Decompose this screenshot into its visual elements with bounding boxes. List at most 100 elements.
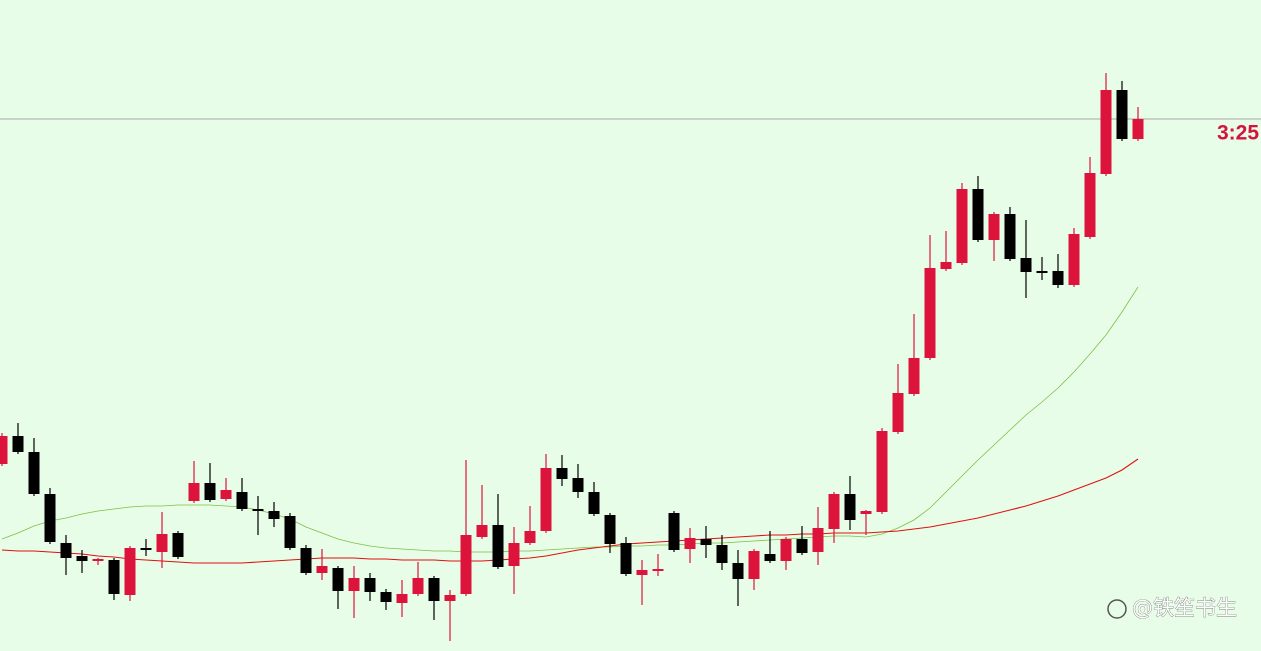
candle [972,176,984,242]
candle-body [364,578,376,592]
candle [92,558,104,565]
candle [428,576,440,620]
candle [44,488,56,544]
candle [1052,254,1064,288]
candle-body [492,525,504,567]
candle-body [572,478,584,492]
candle [28,438,40,496]
candle-body [316,566,328,573]
candle-body [1052,271,1064,285]
candle [604,513,616,553]
candle [0,433,8,466]
candle [956,183,968,265]
candle [940,231,952,271]
candle [1132,107,1144,141]
candle-body [1084,173,1096,237]
candle-layer [0,73,1144,641]
candle [988,212,1000,261]
candle-body [236,492,248,509]
candle [204,463,216,502]
candle-body [604,515,616,544]
watermark-icon [1107,599,1127,619]
candle-body [0,436,8,464]
candle-body [972,189,984,240]
watermark-text: @铁笙书生 [1132,596,1237,620]
candle-body [1004,214,1016,259]
candle [540,454,552,533]
candle [924,235,936,360]
candle-body [348,578,360,591]
candle [668,511,680,552]
candle-body [588,492,600,514]
candle-body [332,568,344,591]
candle-body [300,548,312,573]
candle [524,506,536,545]
candle-body [44,494,56,542]
candle [412,562,424,596]
candle-body [1100,90,1112,174]
candle-body [476,525,488,537]
candle [1084,157,1096,239]
candle [220,478,232,501]
candle-body [508,543,520,566]
candle [492,494,504,569]
candle-body [732,563,744,579]
candle [460,460,472,596]
candle-body [652,569,664,571]
candle [284,513,296,550]
candle-body [748,551,760,579]
candle [1068,228,1080,287]
candle-body [716,545,728,563]
candle [716,535,728,570]
candle [620,537,632,576]
candle-body [268,511,280,519]
candle [1020,220,1032,298]
ma-layer [0,118,1261,564]
candle-body [1068,234,1080,285]
candle-body [124,548,136,595]
candle [124,546,136,601]
candle [588,482,600,516]
candle [828,492,840,543]
candle-body [636,570,648,575]
candle [108,558,120,600]
candle [732,550,744,606]
candle [396,580,408,617]
candle [796,526,808,555]
candle-body [284,516,296,548]
candle-body [60,543,72,558]
candle [236,478,248,511]
candle-body [924,268,936,358]
candle [380,589,392,610]
candle-body [892,393,904,432]
candle [60,535,72,575]
candle-body [28,452,40,494]
candle [444,590,456,641]
candle-body [1132,119,1144,139]
candle-body [12,436,24,452]
candle [636,560,648,605]
candle [748,549,760,590]
candle [1004,207,1016,261]
candle [268,502,280,527]
candle [508,527,520,594]
candle-body [812,528,824,552]
candle-body [668,513,680,550]
candle-body [828,494,840,529]
candle-body [204,483,216,500]
candle-body [956,189,968,263]
candle-body [764,554,776,561]
moving-average-line [1,458,1139,564]
candle [300,545,312,575]
candle-body [844,494,856,520]
candle-body [796,539,808,553]
candle-body [444,595,456,601]
candle-body [1020,258,1032,272]
watermark: @铁笙书生 [1107,596,1237,620]
candle [316,549,328,580]
candle [876,428,888,514]
candle-body [860,511,872,514]
candle [684,528,696,563]
candle [348,566,360,618]
